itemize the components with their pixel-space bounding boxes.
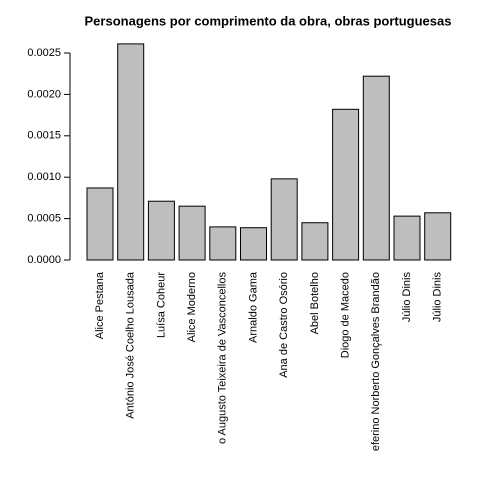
bar: [209, 226, 237, 261]
y-tick-label: 0.0000: [27, 254, 61, 266]
x-tick-label: Abel Botelho: [309, 272, 321, 334]
y-tick-label: 0.0015: [27, 130, 61, 142]
x-tick-label: o Augusto Teixeira de Vasconcellos: [217, 272, 229, 445]
x-tick-label: Alice Pestana: [94, 271, 106, 339]
bar: [424, 212, 452, 261]
bar: [240, 227, 267, 261]
x-tick-label: António José Coelho Lousada: [125, 271, 137, 419]
bar: [147, 200, 175, 261]
x-tick-label: eferino Norberto Gonçalves Brandão: [370, 272, 382, 451]
x-tick-label: Luísa Coheur: [155, 272, 167, 338]
x-tick-label: Júlio Dinis: [432, 272, 444, 323]
y-tick-label: 0.0005: [27, 213, 61, 225]
bar: [270, 178, 298, 261]
x-tick-label: Arnaldo Gama: [247, 271, 259, 343]
y-tick-label: 0.0010: [27, 171, 61, 183]
x-tick-label: Alice Moderno: [186, 272, 198, 342]
bar: [178, 205, 206, 261]
bar: [393, 215, 421, 261]
x-tick-label: Ana de Castro Osório: [278, 272, 290, 378]
bar: [86, 187, 114, 261]
y-tick-label: 0.0020: [27, 88, 61, 100]
bar: [362, 75, 390, 261]
x-tick-label: Diogo de Macedo: [340, 272, 352, 358]
y-tick-label: 0.0025: [27, 47, 61, 59]
bar: [117, 43, 145, 261]
chart-title: Personagens por comprimento da obra, obr…: [85, 13, 452, 28]
bar: [332, 108, 360, 261]
x-tick-label: Júlio Dinis: [401, 272, 413, 323]
bar: [301, 222, 329, 261]
